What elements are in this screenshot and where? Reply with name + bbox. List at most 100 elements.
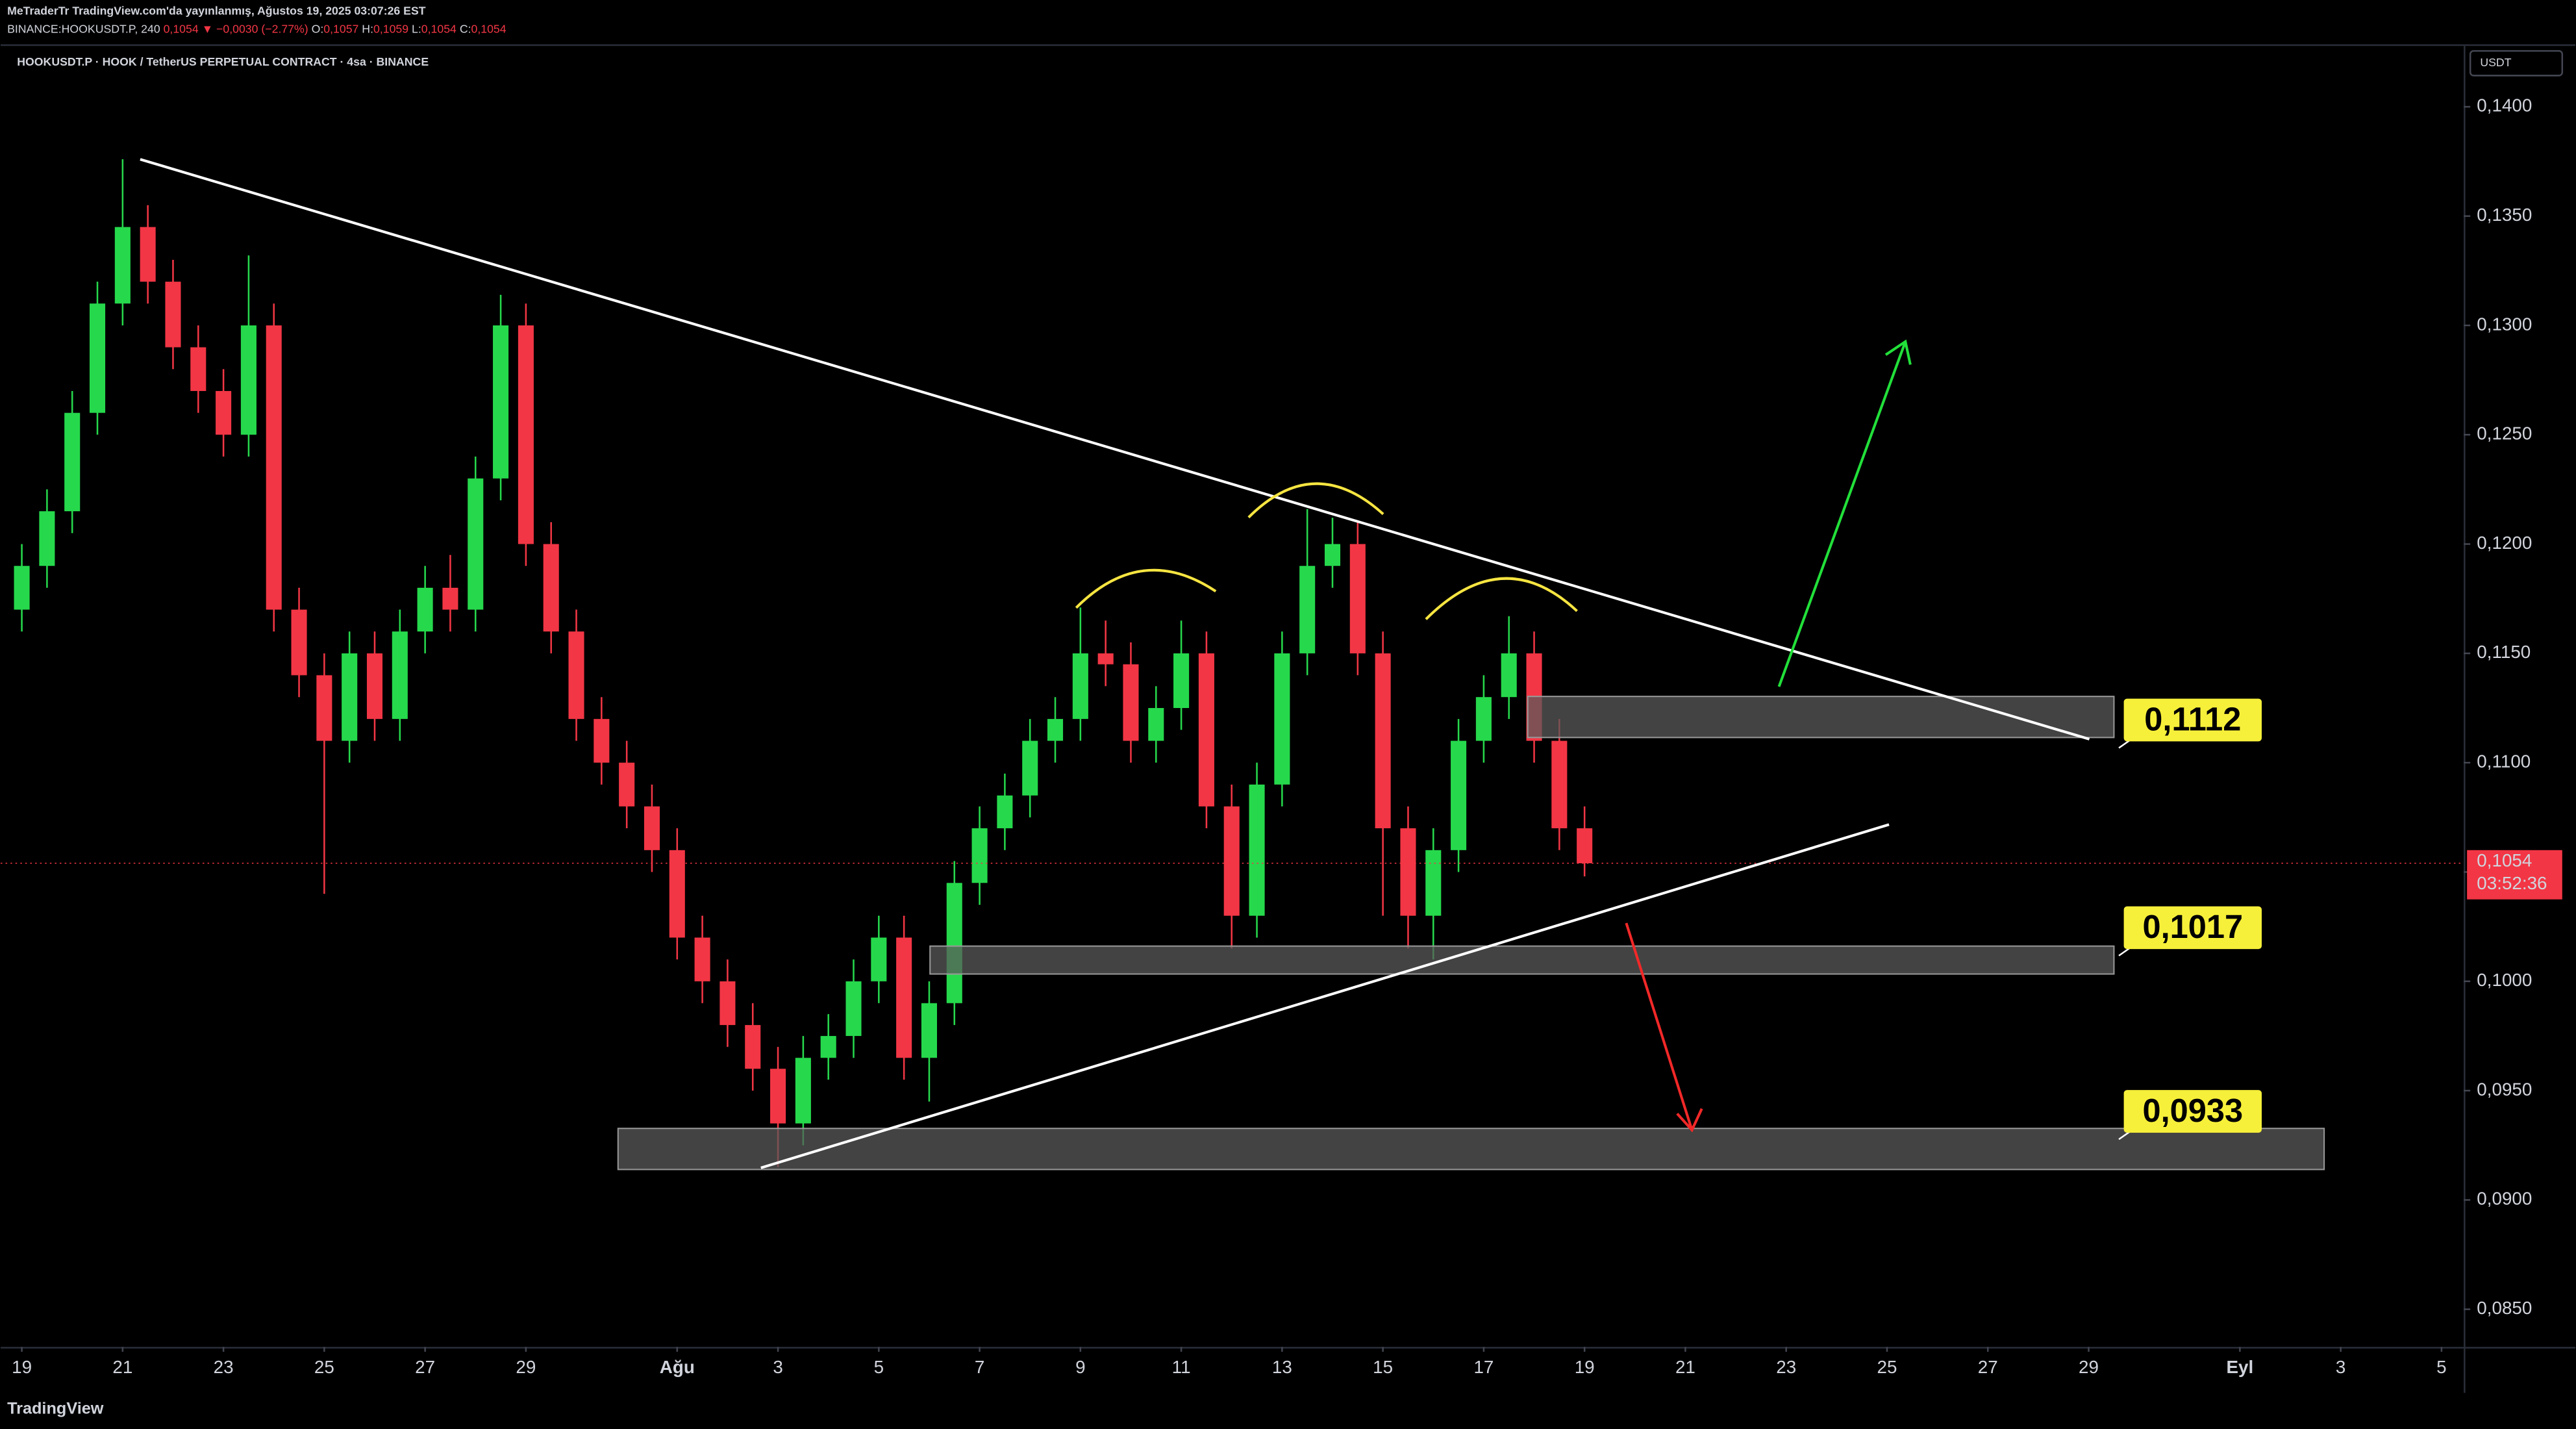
candle-body	[291, 609, 307, 676]
ohlc-key: C:	[460, 22, 471, 35]
candle-body	[1475, 697, 1492, 741]
annotation-label: 0,1112	[2144, 700, 2241, 737]
descending-trendline	[140, 158, 2090, 740]
candle-body	[216, 390, 232, 435]
candle-body	[669, 850, 685, 938]
candle-body	[1299, 566, 1316, 653]
candle-body	[1223, 806, 1240, 916]
candle-body	[1349, 544, 1366, 653]
candle-body	[64, 412, 81, 512]
y-tick-label: 0,0900	[2477, 1189, 2532, 1209]
candle-body	[770, 1069, 786, 1124]
bullish-arrow	[1777, 339, 1912, 687]
ohlc-key: O:	[312, 22, 324, 35]
x-tick-label: 5	[2436, 1357, 2446, 1377]
candle-body	[644, 806, 660, 850]
ohlc-value: 0,1057	[323, 22, 358, 35]
countdown: 03:52:36	[2477, 873, 2547, 893]
candle-body	[921, 1003, 937, 1058]
shoulder-arc	[1075, 568, 1217, 609]
candle-body	[493, 325, 509, 479]
y-tick-label: 0,0950	[2477, 1079, 2532, 1099]
candle-body	[14, 566, 30, 610]
candle-body	[1451, 740, 1467, 850]
x-tick-label: 19	[1575, 1357, 1595, 1377]
candle-body	[266, 325, 282, 610]
brand: TradingView	[7, 1399, 104, 1417]
candle-body	[745, 1025, 761, 1069]
candle-body	[543, 544, 559, 632]
ohlc-key: H:	[362, 22, 373, 35]
candle-body	[114, 227, 131, 304]
candle-body	[619, 763, 635, 807]
candle-body	[1249, 784, 1265, 916]
candle-body	[442, 587, 458, 610]
candle-body	[820, 1035, 836, 1058]
x-tick-label: 9	[1075, 1357, 1085, 1377]
candle-body	[190, 347, 206, 391]
currency-button[interactable]	[2469, 50, 2564, 77]
annotation-label: 0,1017	[2143, 908, 2244, 945]
y-tick-label: 0,1400	[2477, 95, 2532, 116]
candle-body	[1274, 653, 1290, 785]
candle-body	[1072, 653, 1088, 719]
x-tick-label: 27	[415, 1357, 435, 1377]
candle-body	[1123, 664, 1139, 741]
candle-body	[392, 631, 408, 719]
candle-body	[896, 937, 912, 1058]
target-zone	[617, 1128, 2325, 1170]
candle-body	[1097, 653, 1114, 664]
support-zone	[929, 945, 2115, 975]
x-tick-label: 15	[1373, 1357, 1393, 1377]
x-tick-label: 25	[1877, 1357, 1897, 1377]
plot	[0, 159, 2464, 1167]
currency: USDT	[2480, 56, 2511, 69]
candle-body	[342, 653, 358, 741]
candle-body	[165, 281, 181, 348]
price-change: ▼ −0,0030 (−2.77%)	[202, 22, 308, 35]
x-tick-label: 27	[1978, 1357, 1998, 1377]
bearish-arrow	[1625, 922, 1703, 1133]
y-tick-label: 0,1250	[2477, 424, 2532, 444]
candle-body	[140, 227, 156, 282]
x-tick-label: 23	[1776, 1357, 1796, 1377]
x-tick-label: 11	[1172, 1357, 1191, 1377]
candle-body	[1198, 653, 1214, 807]
y-tick-label: 0,1350	[2477, 205, 2532, 225]
candle-body	[1173, 653, 1190, 709]
candle-body	[568, 631, 584, 719]
ohlc-key: L:	[412, 22, 421, 35]
candle-body	[366, 653, 383, 719]
x-tick-label: 21	[112, 1357, 132, 1377]
y-tick-label: 0,1000	[2477, 970, 2532, 990]
x-tick-label: 7	[975, 1357, 984, 1377]
candle-body	[518, 325, 534, 544]
resistance-zone	[1527, 696, 2115, 739]
y-tick-label: 0,1200	[2477, 533, 2532, 553]
symbol: BINANCE:HOOKUSDT.P, 240	[7, 22, 160, 35]
x-tick-label: Ağu	[660, 1357, 695, 1377]
candle-body	[240, 325, 256, 435]
x-tick-label: 17	[1473, 1357, 1494, 1377]
annotation-box	[2123, 906, 2262, 950]
x-tick-label: 3	[773, 1357, 782, 1377]
candle-body	[719, 981, 736, 1026]
chart-title: HOOKUSDT.P · HOOK / TetherUS PERPETUAL C…	[17, 55, 429, 68]
x-tick-label: 13	[1272, 1357, 1292, 1377]
candle-body	[871, 937, 887, 981]
candle-body	[594, 718, 610, 763]
ascending-trendline	[760, 823, 1890, 1169]
candle-body	[946, 883, 962, 1004]
candle-body	[694, 937, 710, 981]
candle-body	[1577, 828, 1593, 864]
ohlc-value: 0,1059	[373, 22, 408, 35]
published-line: MeTraderTr TradingView.com'da yayınlanmı…	[7, 4, 426, 17]
candle-body	[1425, 850, 1442, 916]
x-tick-label: 25	[314, 1357, 334, 1377]
last-price: 0,1054	[164, 22, 199, 35]
x-tick-label: 3	[2336, 1357, 2345, 1377]
x-tick-label: 19	[12, 1357, 32, 1377]
candle-body	[39, 511, 55, 566]
shoulder-arc	[1425, 577, 1578, 620]
